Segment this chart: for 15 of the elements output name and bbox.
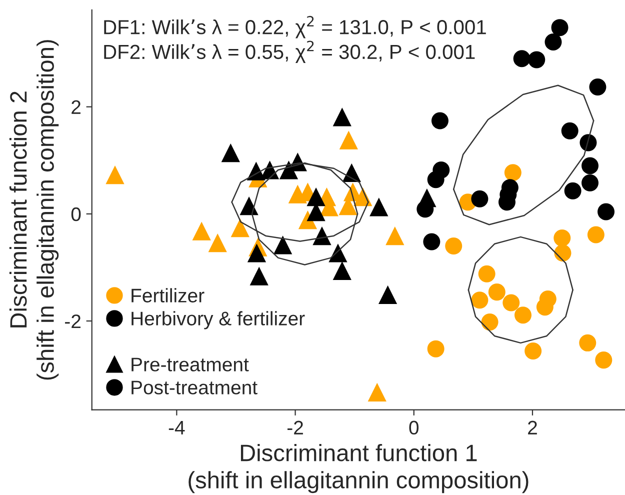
legend-label: Fertilizer [132, 288, 204, 302]
y-axis-title: Discriminant function 2 (shift in ellagitannin composition) [9, 40, 59, 380]
x-tick-label: 0 [409, 420, 419, 435]
y-tick-label: 2 [72, 100, 80, 114]
annotation: DF2: Wilk’s λ = 0.55, χ$^{2}$ = 30.2, P < 0.001 [104, 40, 475, 64]
x-axis-title: Discriminant function 1 (shift in ellagitannin composition) [188, 444, 528, 494]
legend-label: Herbivory & fertilizer [132, 311, 305, 330]
x-tick-label: 2 [528, 420, 537, 434]
x-tick-label: -4 [168, 420, 185, 434]
annotation: DF1: Wilk’s λ = 0.22, χ$^{2}$ = 131.0, P < 0.001 [104, 16, 486, 38]
annotation: Post-treatment [132, 380, 258, 394]
y-tick-label: 0 [71, 207, 81, 222]
y-tick-label: -2 [65, 314, 80, 328]
legend-label: Pre-treatment [132, 358, 249, 372]
x-tick-label: -2 [288, 420, 303, 434]
